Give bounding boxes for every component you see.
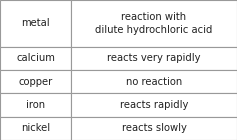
Bar: [0, 93, 71, 117]
Text: no reaction: no reaction: [126, 77, 182, 87]
Bar: [0, 117, 71, 140]
Bar: [0, 47, 71, 70]
Text: nickel: nickel: [21, 123, 50, 133]
Text: metal: metal: [21, 18, 50, 28]
Text: copper: copper: [18, 77, 53, 87]
Text: iron: iron: [26, 100, 45, 110]
Text: reaction with
dilute hydrochloric acid: reaction with dilute hydrochloric acid: [95, 12, 213, 35]
Bar: [71, 47, 237, 70]
Text: reacts slowly: reacts slowly: [122, 123, 187, 133]
Bar: [71, 93, 237, 117]
Bar: [0, 0, 71, 47]
Text: calcium: calcium: [16, 53, 55, 63]
Text: reacts very rapidly: reacts very rapidly: [107, 53, 201, 63]
Text: reacts rapidly: reacts rapidly: [120, 100, 188, 110]
Bar: [0, 70, 71, 93]
Bar: [71, 0, 237, 47]
Bar: [71, 117, 237, 140]
Bar: [71, 70, 237, 93]
